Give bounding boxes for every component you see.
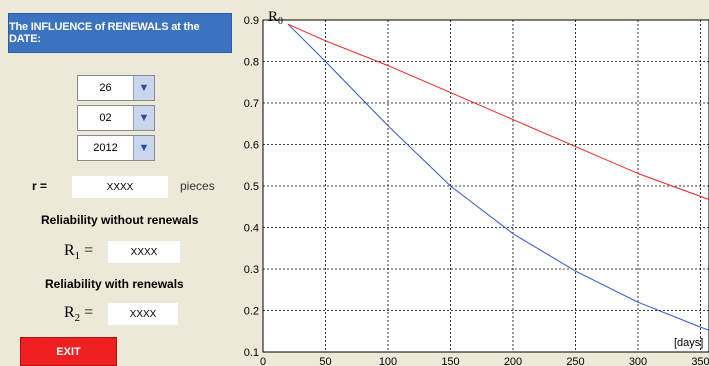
title-button[interactable]: The INFLUENCE of RENEWALS at the DATE: [8,13,232,53]
y-tick-label: 0.6 [244,140,259,152]
series-line-r1 [287,23,709,331]
exit-button[interactable]: EXIT [20,337,117,366]
reliability-with-heading: Reliability with renewals [45,277,184,291]
r-label: r = [32,179,48,193]
y-tick-label: 0.2 [244,306,259,318]
series-line-r2 [287,23,709,201]
chevron-down-icon[interactable]: ▼ [133,136,154,160]
reliability-without-heading: Reliability without renewals [41,213,199,227]
pieces-unit-label: pieces [180,179,215,193]
y-tick-label: 0.1 [244,347,259,359]
x-tick-label: 150 [441,356,459,366]
month-value: 02 [99,112,112,124]
x-tick-label: 350 [691,356,709,366]
r2-symbol: R2 = [64,304,94,325]
x-unit-label: [days] [674,337,703,349]
reliability-chart: 0.1 0.2 0.3 0.4 0.5 0.6 0.7 0.8 0.9 0 50 100 150 200… [244,9,709,366]
day-value: 26 [99,82,112,94]
x-tick-label: 100 [379,356,397,366]
x-tick-label: 50 [319,356,331,366]
plot-area [262,19,709,353]
annotation-r0: R0 [268,9,283,27]
r-value-field: XXXX [72,176,168,198]
r2-value-field: XXXX [108,303,178,325]
x-tick-label: 250 [566,356,584,366]
y-tick-label: 0.3 [244,264,259,276]
x-tick-label: 300 [629,356,647,366]
month-select[interactable]: 02 ▼ [77,105,155,131]
y-tick-label: 0.4 [244,223,259,235]
x-tick-label: 0 [260,356,266,366]
y-tick-label: 0.7 [244,98,259,110]
chevron-down-icon[interactable]: ▼ [133,106,154,130]
day-select[interactable]: 26 ▼ [77,75,155,101]
y-tick-label: 0.5 [244,181,259,193]
year-value: 2012 [93,142,118,154]
r1-symbol: R1 = [64,242,94,263]
year-select[interactable]: 2012 ▼ [77,135,155,161]
chevron-down-icon[interactable]: ▼ [133,76,154,100]
x-tick-label: 200 [504,356,522,366]
y-tick-label: 0.8 [244,57,259,69]
y-tick-label: 0.9 [244,15,259,27]
r1-value-field: XXXX [108,241,180,263]
